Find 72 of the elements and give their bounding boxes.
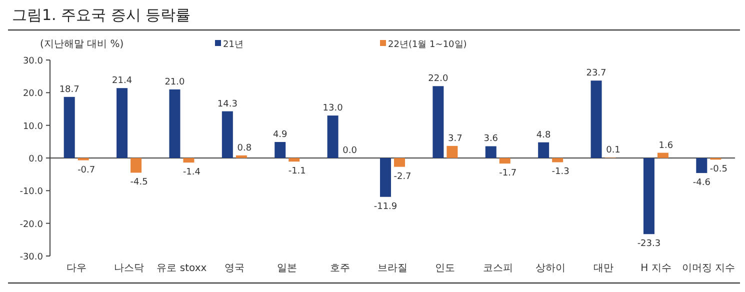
data-label: 13.0 xyxy=(322,104,344,114)
y-axis-title: (지난해말 대비 %) xyxy=(40,39,124,50)
bar xyxy=(394,158,405,167)
bar xyxy=(183,158,194,163)
y-tick-label: 10.0 xyxy=(22,122,44,132)
x-tick-label: H 지수 xyxy=(640,263,672,274)
x-tick-label: 인도 xyxy=(435,263,456,274)
data-label: -1.7 xyxy=(499,168,517,179)
bar xyxy=(538,142,550,158)
bar xyxy=(116,88,128,158)
y-tick-label: -10.0 xyxy=(20,187,44,198)
data-label: -4.5 xyxy=(130,178,148,188)
bar xyxy=(327,116,338,158)
x-tick-label: 코스피 xyxy=(482,263,513,274)
data-label: -0.7 xyxy=(78,165,96,176)
y-tick-label: 20.0 xyxy=(22,89,44,100)
x-tick-label: 유로 stoxx xyxy=(156,263,207,274)
x-tick-label: 일본 xyxy=(277,263,298,274)
data-label: 3.7 xyxy=(448,134,462,144)
y-tick-label: 0.0 xyxy=(28,154,44,164)
data-label: 23.7 xyxy=(586,68,606,79)
data-label: -0.5 xyxy=(710,164,728,175)
bar xyxy=(64,96,75,158)
data-label: 21.4 xyxy=(112,76,132,86)
data-label: 0.1 xyxy=(606,146,620,156)
data-label: -23.3 xyxy=(637,239,661,250)
bar xyxy=(288,158,300,162)
y-tick-label: -30.0 xyxy=(20,252,44,262)
x-tick-label: 브라질 xyxy=(378,263,408,274)
data-label: -1.1 xyxy=(288,166,306,177)
bar xyxy=(169,89,180,158)
data-label: 18.7 xyxy=(59,84,80,95)
bar xyxy=(446,146,458,158)
y-tick-label: 30.0 xyxy=(22,56,44,66)
data-label: -4.6 xyxy=(692,178,711,188)
x-tick-label: 영국 xyxy=(224,263,244,274)
bar xyxy=(432,86,444,158)
y-tick-label: -20.0 xyxy=(20,220,44,230)
data-label: 4.9 xyxy=(272,130,288,140)
x-tick-label: 이머징 지수 xyxy=(682,263,736,274)
legend-label: 21년 xyxy=(223,40,244,50)
x-tick-label: 대만 xyxy=(593,263,614,274)
bar xyxy=(643,158,654,234)
bar xyxy=(485,146,496,158)
bar xyxy=(499,158,510,164)
data-label: 22.0 xyxy=(428,74,448,84)
bar xyxy=(657,152,668,158)
data-label: -2.7 xyxy=(394,172,412,182)
bar xyxy=(380,158,391,197)
x-tick-label: 호주 xyxy=(330,263,350,274)
legend-label: 22년(1월 1~10일) xyxy=(388,40,467,50)
bar xyxy=(696,158,708,174)
data-label: 1.6 xyxy=(658,140,674,151)
bar xyxy=(552,158,564,162)
bar xyxy=(590,80,602,158)
data-label: 3.6 xyxy=(484,134,498,144)
x-tick-label: 나스닥 xyxy=(114,263,144,274)
chart-title: 그림1. 주요국 증시 등락률 xyxy=(12,6,191,24)
data-label: 0.8 xyxy=(237,143,252,154)
x-tick-label: 다우 xyxy=(66,263,86,274)
x-tick-label: 상하이 xyxy=(536,263,566,274)
data-label: -11.9 xyxy=(374,202,398,212)
data-label: 4.8 xyxy=(536,130,551,140)
bar xyxy=(236,155,247,158)
data-label: 21.0 xyxy=(164,77,186,88)
data-label: 0.0 xyxy=(342,146,358,156)
bar xyxy=(274,142,286,158)
data-label: -1.4 xyxy=(182,168,201,178)
data-label: 14.3 xyxy=(217,99,238,110)
data-label: -1.3 xyxy=(552,167,570,178)
bar xyxy=(222,111,233,158)
bar xyxy=(130,158,142,173)
